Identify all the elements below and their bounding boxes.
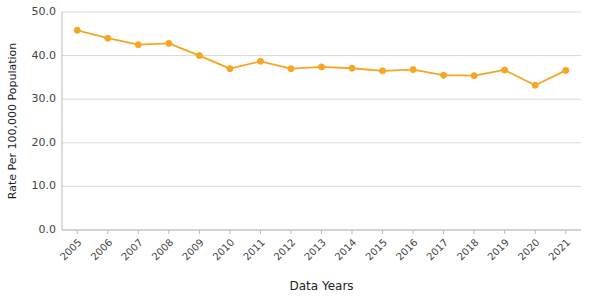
x-tick-label: 2012: [272, 237, 298, 263]
x-tick-label: 2007: [119, 237, 145, 263]
plot-area: [74, 27, 568, 88]
point: [196, 53, 202, 59]
background: [0, 0, 595, 296]
line: [77, 30, 565, 85]
point: [135, 42, 141, 48]
chart: 0.010.020.030.040.050.020052006200720082…: [0, 0, 595, 296]
x-tick-label: 2005: [58, 237, 84, 263]
x-axis: 2005200620072008200920102011201220132014…: [58, 230, 572, 263]
x-tick-label: 2008: [150, 237, 176, 263]
y-axis-title: Rate Per 100,000 Population: [6, 43, 19, 200]
point: [532, 82, 538, 88]
x-tick: [352, 230, 353, 234]
y-tick-label: 0.0: [39, 223, 57, 236]
x-tick: [199, 230, 200, 234]
x-tick: [504, 230, 505, 234]
x-tick: [413, 230, 414, 234]
x-tick: [168, 230, 169, 234]
x-tick-label: 2010: [211, 237, 237, 263]
x-tick-label: 2006: [89, 237, 115, 263]
y-tick-label: 50.0: [32, 5, 57, 18]
point: [166, 40, 172, 46]
x-tick-label: 2019: [485, 237, 511, 263]
x-tick-label: 2020: [516, 237, 542, 263]
x-tick: [382, 230, 383, 234]
x-tick-label: 2014: [333, 237, 359, 263]
x-tick-label: 2016: [394, 237, 420, 263]
point: [410, 67, 416, 73]
grid-line: [62, 99, 581, 100]
point: [471, 73, 477, 79]
x-tick-label: 2009: [180, 237, 206, 263]
x-tick-label: 2013: [302, 237, 328, 263]
point: [288, 66, 294, 72]
grid-line: [62, 186, 581, 187]
point: [441, 72, 447, 78]
grid-line: [62, 12, 581, 13]
point: [74, 27, 80, 33]
x-axis-title: Data Years: [289, 279, 353, 293]
x-tick-label: 2018: [455, 237, 481, 263]
x-tick: [290, 230, 291, 234]
point: [227, 66, 233, 72]
x-tick: [321, 230, 322, 234]
point: [349, 65, 355, 71]
x-tick-label: 2017: [424, 237, 450, 263]
x-tick-label: 2021: [546, 237, 572, 263]
y-tick-label: 10.0: [32, 179, 57, 192]
y-tick-label: 40.0: [32, 49, 57, 62]
point: [380, 68, 386, 74]
point: [257, 58, 263, 64]
x-tick-label: 2015: [363, 237, 389, 263]
grid-line: [62, 55, 581, 56]
point: [563, 67, 569, 73]
point: [105, 35, 111, 41]
y-tick-label: 30.0: [32, 92, 57, 105]
x-tick: [138, 230, 139, 234]
x-tick: [443, 230, 444, 234]
y-axis: 0.0 10.0 20.0 30.0 40.0 50.0: [32, 5, 582, 236]
point: [319, 64, 325, 70]
x-tick: [260, 230, 261, 234]
x-tick: [77, 230, 78, 234]
y-tick-label: 20.0: [32, 136, 57, 149]
grid-line: [62, 142, 581, 143]
x-tick: [535, 230, 536, 234]
y-axis-line: [62, 12, 63, 230]
x-tick: [474, 230, 475, 234]
point: [502, 67, 508, 73]
x-tick: [107, 230, 108, 234]
x-tick: [229, 230, 230, 234]
x-tick: [565, 230, 566, 234]
x-tick-label: 2011: [241, 237, 267, 263]
